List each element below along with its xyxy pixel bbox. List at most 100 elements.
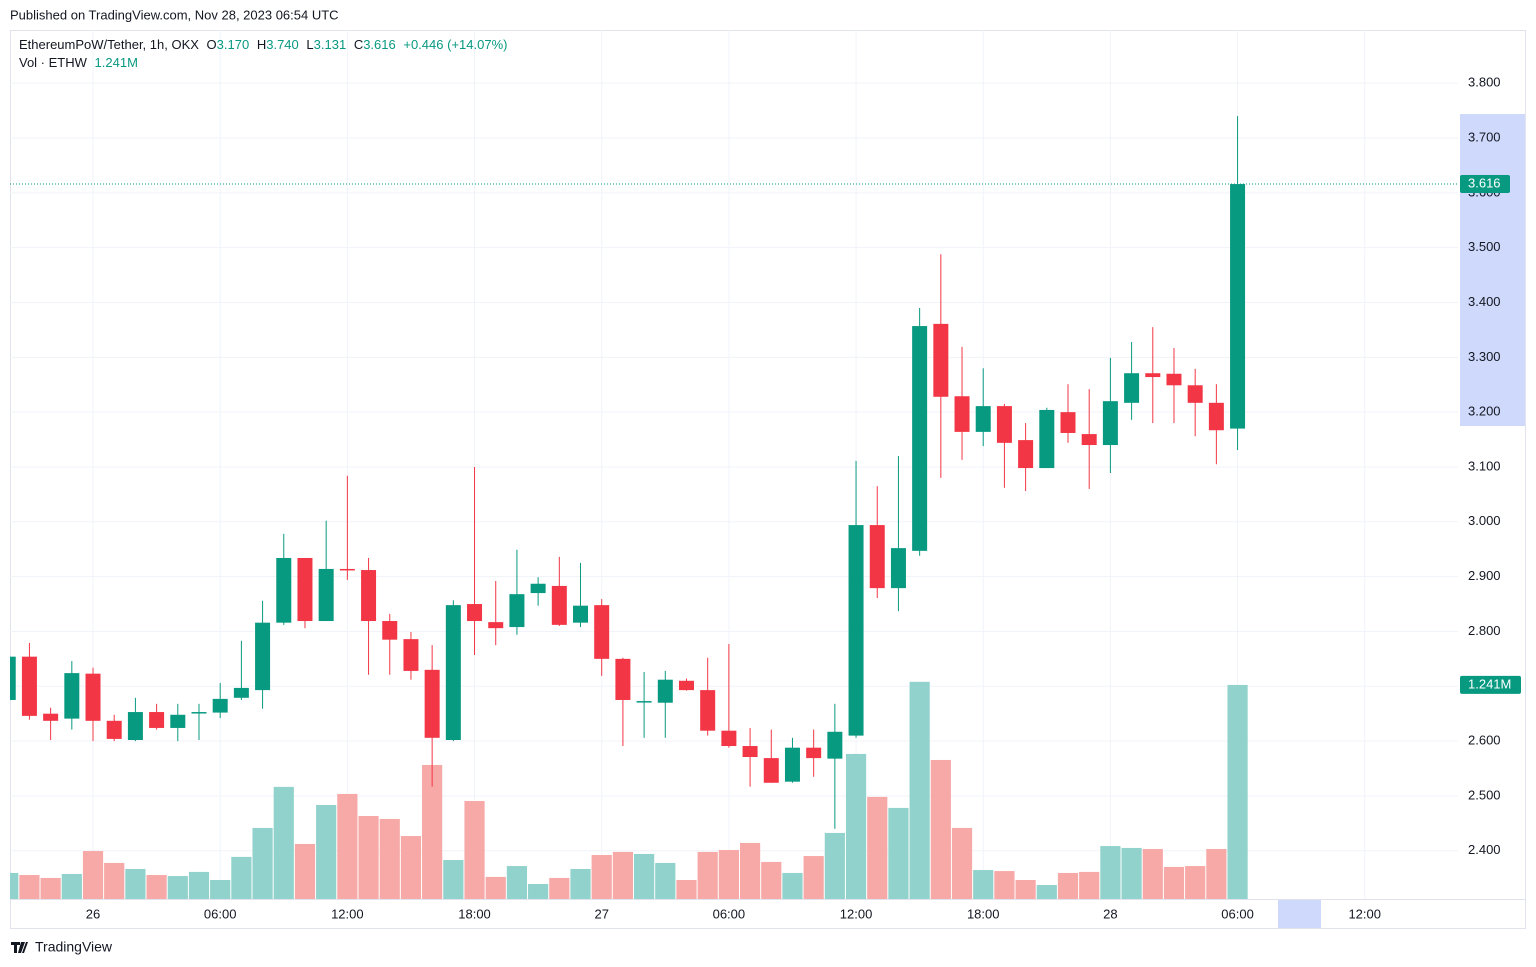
volume-bar bbox=[803, 856, 824, 899]
candle-body bbox=[1208, 402, 1224, 431]
y-tick-label: 3.400 bbox=[1468, 294, 1501, 309]
last-price-badge bbox=[1460, 175, 1510, 194]
brand: TradingView bbox=[35, 939, 113, 955]
volume-bar bbox=[379, 818, 400, 899]
candle-body bbox=[106, 720, 122, 739]
volume-bar bbox=[994, 871, 1015, 899]
x-tick-label: 12:00 bbox=[840, 906, 873, 921]
candle-body bbox=[933, 323, 949, 397]
candle-body bbox=[573, 605, 589, 623]
candle-body bbox=[191, 712, 207, 714]
volume-bar bbox=[845, 753, 867, 899]
field-label: O bbox=[207, 37, 217, 52]
chart-frame bbox=[10, 30, 1526, 929]
candle-body bbox=[530, 583, 546, 594]
candle-body bbox=[742, 746, 758, 757]
volume-bar bbox=[570, 868, 591, 899]
volume-bar bbox=[19, 875, 40, 899]
volume-bar bbox=[188, 871, 210, 899]
volume-bar bbox=[676, 880, 697, 899]
volume-bar bbox=[591, 855, 612, 899]
symbol: EthereumPoW/Tether, 1h, OKX bbox=[19, 37, 199, 52]
volume-bar bbox=[337, 793, 358, 899]
volume-bar bbox=[888, 807, 909, 899]
volume-bar bbox=[761, 861, 782, 899]
candle-body bbox=[1145, 373, 1161, 378]
x-tick-label: 06:00 bbox=[713, 906, 746, 921]
candle-body bbox=[149, 712, 165, 728]
volume-bar bbox=[443, 860, 464, 899]
last-price-label: 3.616 bbox=[1468, 175, 1501, 190]
x-tick-label: 18:00 bbox=[967, 906, 1000, 921]
volume-bar bbox=[1036, 885, 1057, 899]
candle-body bbox=[43, 713, 59, 721]
candle-body bbox=[212, 698, 228, 713]
volume-bar bbox=[210, 880, 231, 899]
volume-bar bbox=[125, 868, 146, 899]
candle-body bbox=[912, 326, 928, 551]
field-label: L bbox=[306, 37, 313, 52]
candle-body bbox=[233, 687, 249, 698]
candle-body bbox=[1230, 184, 1246, 429]
candle-body bbox=[615, 658, 631, 700]
y-tick-label: 2.600 bbox=[1468, 733, 1501, 748]
volume-bar bbox=[1206, 848, 1227, 899]
volume-bar bbox=[612, 851, 633, 899]
candle-body bbox=[763, 758, 779, 783]
published-note: Published on TradingView.com, Nov 28, 20… bbox=[10, 7, 339, 22]
candle-body bbox=[64, 673, 80, 719]
volume-bar bbox=[358, 816, 379, 899]
y-tick-label: 2.800 bbox=[1468, 623, 1501, 638]
volume-bar bbox=[231, 856, 252, 899]
volume-bar bbox=[697, 851, 718, 899]
candle-body bbox=[869, 525, 885, 589]
volume-bar bbox=[40, 877, 61, 899]
volume-bar bbox=[104, 862, 125, 899]
volume-bar bbox=[1121, 847, 1142, 899]
volume-bar bbox=[867, 796, 888, 899]
volume-bar bbox=[718, 850, 739, 899]
candle-body bbox=[509, 594, 525, 628]
volume-bar bbox=[273, 786, 294, 899]
volume-bar bbox=[549, 877, 570, 899]
volume-bar bbox=[61, 873, 82, 899]
candle-body bbox=[954, 396, 970, 432]
y-tick-label: 2.900 bbox=[1468, 568, 1501, 583]
volume-bar bbox=[400, 836, 422, 899]
field-value: 3.740 bbox=[266, 37, 299, 52]
volume-bar bbox=[930, 759, 951, 899]
candle-body bbox=[170, 714, 186, 728]
candle-body bbox=[488, 622, 504, 629]
candle-body bbox=[806, 747, 822, 759]
candle-body bbox=[361, 570, 377, 622]
y-tick-label: 3.100 bbox=[1468, 458, 1501, 473]
candle-body bbox=[848, 525, 864, 736]
volume-bar bbox=[1185, 866, 1206, 899]
volume-bar bbox=[1163, 866, 1185, 899]
volume-bar bbox=[1079, 871, 1100, 899]
x-tick-label: 06:00 bbox=[204, 906, 237, 921]
candle-body bbox=[382, 621, 398, 640]
candle-body bbox=[1187, 385, 1203, 403]
volume-bar bbox=[1100, 846, 1121, 899]
candle-body bbox=[21, 656, 37, 716]
candle-body bbox=[657, 679, 673, 703]
volume-bar bbox=[1057, 872, 1079, 899]
candle-body bbox=[636, 701, 652, 703]
last-volume-badge bbox=[1460, 675, 1521, 694]
x-tick-label: 12:00 bbox=[1348, 906, 1381, 921]
last-volume-label: 1.241M bbox=[1468, 676, 1511, 691]
volume-bar bbox=[316, 804, 337, 899]
plot-area bbox=[10, 116, 1248, 899]
candle-body bbox=[276, 557, 292, 623]
volume-bar bbox=[655, 862, 676, 899]
volume-bar bbox=[1015, 880, 1036, 899]
candle-body bbox=[1018, 440, 1034, 469]
volume-bar bbox=[1142, 848, 1163, 899]
volume-bar bbox=[973, 870, 994, 899]
candle-body bbox=[424, 669, 440, 738]
candle-body bbox=[827, 731, 843, 759]
candle-body bbox=[551, 585, 567, 625]
candle-body bbox=[1124, 373, 1140, 403]
volume-bar bbox=[422, 764, 443, 899]
